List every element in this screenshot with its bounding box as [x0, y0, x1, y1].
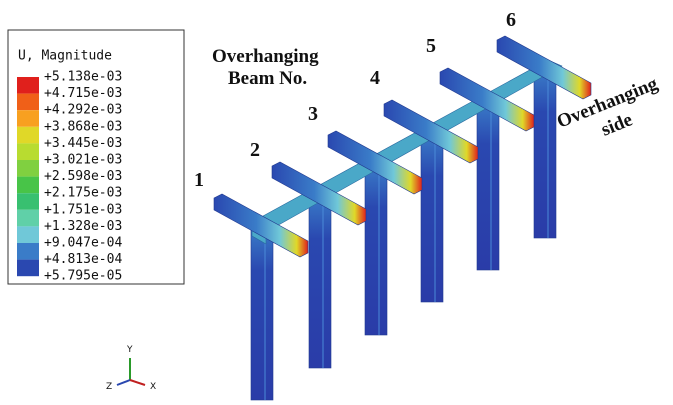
- legend-label: +3.868e-03: [44, 119, 122, 134]
- legend-label: +4.813e-04: [44, 252, 122, 267]
- legend-label: +2.598e-03: [44, 169, 122, 184]
- legend-label: +5.138e-03: [44, 70, 122, 85]
- legend-swatch: [17, 127, 39, 144]
- column: [421, 134, 443, 302]
- beam-numbers: 1 2 3 4 5 6: [194, 9, 516, 191]
- legend-label: +1.328e-03: [44, 219, 122, 234]
- legend-label: +4.292e-03: [44, 103, 122, 118]
- column: [477, 102, 499, 270]
- legend-label: +4.715e-03: [44, 86, 122, 101]
- figure: U, Magnitude +5.138e-03+4.715e-03 +4.292e…: [0, 0, 673, 405]
- triad-z: Z: [106, 382, 112, 392]
- structure: [214, 36, 591, 400]
- legend-label: +9.047e-04: [44, 236, 122, 251]
- legend-title: U, Magnitude: [18, 49, 112, 64]
- legend-label: +5.795e-05: [44, 269, 122, 284]
- beam-title: Beam No.: [228, 68, 307, 89]
- beam-number: 6: [506, 9, 516, 31]
- column: [365, 165, 387, 335]
- beam-number: 1: [194, 169, 204, 191]
- legend-label: +2.175e-03: [44, 186, 122, 201]
- legend-label: +1.751e-03: [44, 202, 122, 217]
- beam-number: 5: [426, 35, 436, 57]
- beam-number: 3: [308, 103, 318, 125]
- legend-label: +3.445e-03: [44, 136, 122, 151]
- triad-x: X: [150, 382, 156, 392]
- legend-swatch: [17, 94, 39, 111]
- beam-number: 4: [370, 67, 380, 89]
- column: [534, 70, 556, 238]
- legend-swatch: [17, 177, 39, 194]
- legend-swatch: [17, 210, 39, 227]
- legend-swatch: [17, 243, 39, 260]
- beam-title: Overhanging: [212, 46, 319, 67]
- legend-swatch: [17, 193, 39, 210]
- legend-swatch: [17, 77, 39, 94]
- beam-number: 2: [250, 139, 260, 161]
- legend-swatch: [17, 226, 39, 243]
- triad-y: Y: [126, 345, 133, 355]
- column: [251, 228, 273, 400]
- legend-label: +3.021e-03: [44, 153, 122, 168]
- legend-swatch: [17, 160, 39, 177]
- column: [309, 196, 331, 368]
- legend-swatch: [17, 110, 39, 127]
- legend-swatch: [17, 143, 39, 160]
- legend-swatch: [17, 260, 39, 277]
- triad: Y Z X: [106, 345, 156, 392]
